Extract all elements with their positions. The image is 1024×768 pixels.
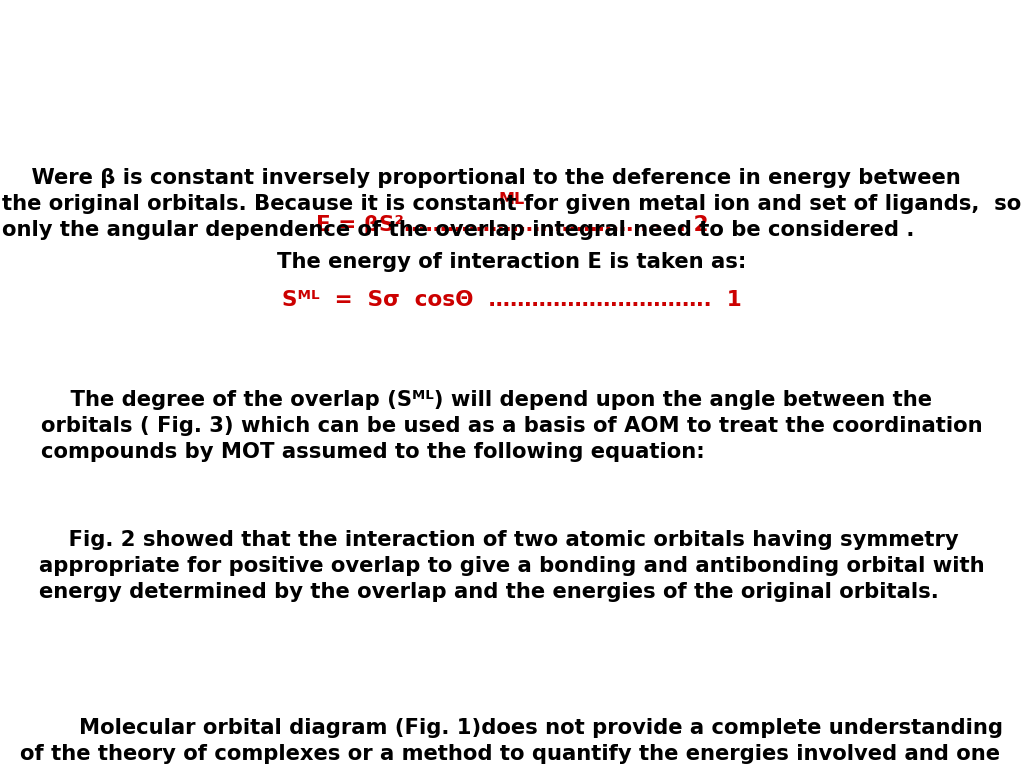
Text: Were β is constant inversely proportional to the deference in energy between
the: Were β is constant inversely proportiona… [2, 168, 1022, 240]
Text: Molecular orbital diagram (Fig. 1)does not provide a complete understanding
of t: Molecular orbital diagram (Fig. 1)does n… [19, 718, 1005, 768]
Text: E = βS²……………………………… .. 2: E = βS²……………………………… .. 2 [315, 215, 709, 235]
Text: The energy of interaction E is taken as:: The energy of interaction E is taken as: [278, 252, 746, 272]
Text: ML: ML [499, 192, 525, 207]
Text: Sᴹᴸ  =  Sσ  cosΘ  ………………………….  1: Sᴹᴸ = Sσ cosΘ …………………………. 1 [283, 290, 741, 310]
Text: Fig. 2 showed that the interaction of two atomic orbitals having symmetry
approp: Fig. 2 showed that the interaction of tw… [39, 530, 985, 602]
Text: The degree of the overlap (Sᴹᴸ) will depend upon the angle between the
orbitals : The degree of the overlap (Sᴹᴸ) will dep… [41, 390, 983, 462]
